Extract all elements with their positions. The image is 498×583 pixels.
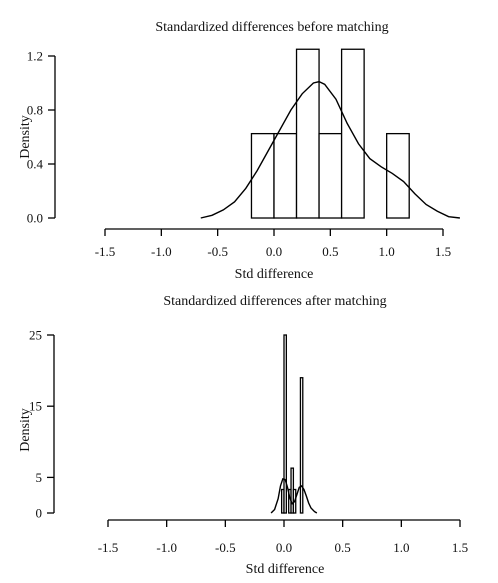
- x-axis-label: Std difference: [246, 562, 325, 577]
- x-axis-label: Std difference: [235, 267, 314, 282]
- chart-title: Standardized differences after matching: [163, 294, 386, 309]
- x-tick-label: -1.5: [95, 244, 116, 259]
- y-tick-label: 1.2: [27, 49, 43, 64]
- y-tick-label: 25: [29, 328, 42, 343]
- chart-after-matching: Standardized differences after matching …: [18, 294, 468, 577]
- y-axis: 0.0 0.4 0.8 1.2: [27, 49, 56, 226]
- x-tick-label: -1.0: [156, 540, 177, 555]
- x-tick-label: -0.5: [207, 244, 228, 259]
- histogram-bar-4: [318, 132, 343, 219]
- x-tick-label: 1.5: [452, 540, 468, 555]
- x-tick-label: -1.0: [151, 244, 172, 259]
- x-tick-label: 0.5: [335, 540, 351, 555]
- y-tick-label: 0.0: [27, 211, 43, 226]
- x-tick-label: 0.5: [322, 244, 338, 259]
- x-axis: -1.5 -1.0 -0.5 0.0 0.5 1.0 1.5: [95, 228, 451, 259]
- x-tick-label: 0.0: [266, 244, 282, 259]
- histogram-bars: [250, 48, 410, 219]
- y-tick-label: 5: [36, 470, 43, 485]
- y-tick-label: 0.4: [27, 157, 44, 172]
- histogram-bar-7: [386, 132, 410, 219]
- density-curve: [270, 477, 318, 514]
- histogram-bar-2: [273, 132, 298, 219]
- y-axis-label: Density: [18, 115, 33, 159]
- y-tick-label: 0.8: [27, 103, 43, 118]
- x-tick-label: -1.5: [98, 540, 119, 555]
- chart-before-matching: Standardized differences before matching…: [18, 20, 460, 282]
- x-axis: -1.5 -1.0 -0.5 0.0 0.5 1.0 1.5: [98, 519, 468, 555]
- x-tick-label: 1.0: [393, 540, 409, 555]
- histogram-bar-3: [295, 48, 320, 219]
- y-tick-label: 15: [29, 399, 42, 414]
- histogram-bar-2: [283, 334, 287, 514]
- density-curve: [200, 80, 460, 219]
- x-tick-label: -0.5: [215, 540, 236, 555]
- x-tick-label: 1.0: [379, 244, 395, 259]
- y-tick-label: 0: [36, 506, 43, 521]
- chart-title: Standardized differences before matching: [155, 20, 388, 35]
- histogram-bars: [280, 334, 304, 514]
- y-axis-label: Density: [18, 408, 33, 452]
- x-tick-label: 0.0: [276, 540, 292, 555]
- x-tick-label: 1.5: [435, 244, 451, 259]
- histogram-bar-9: [299, 377, 304, 514]
- y-axis: 0 5 15 25: [29, 328, 55, 521]
